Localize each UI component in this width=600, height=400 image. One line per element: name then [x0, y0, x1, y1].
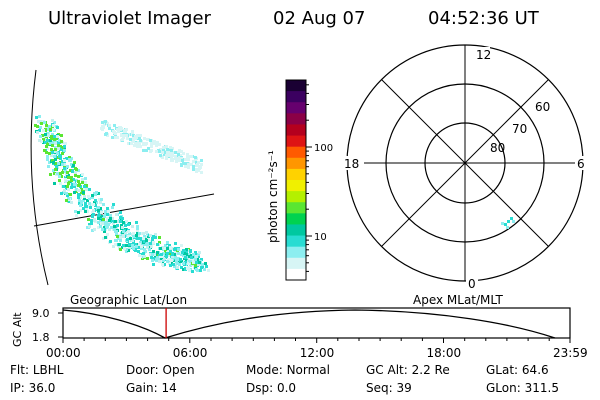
timeline-frame [62, 307, 571, 339]
colorbar-tick-label: 10 [314, 232, 327, 243]
observation-time: 04:52:36 UT [428, 8, 539, 29]
colorbar-frame [285, 79, 307, 281]
timeline-tick-label: 12:00 [300, 346, 335, 360]
mlt-label-12: 12 [476, 48, 491, 62]
mlt-label-0: 0 [468, 277, 476, 291]
glon-value: 311.5 [524, 381, 559, 395]
dsp-value: 0.0 [276, 381, 297, 395]
timeline-tick-label: 00:00 [46, 346, 81, 360]
flt-value: LBHL [32, 363, 64, 377]
lat-label-60: 60 [535, 100, 550, 114]
gain-value: 14 [161, 381, 177, 395]
flt-label: Flt: [10, 363, 29, 377]
seq-label: Seq: [366, 381, 393, 395]
colorbar-gradient [286, 80, 306, 281]
gc-alt-value: 2.2 Re [411, 363, 450, 377]
timeline-ymin: 1.8 [32, 331, 50, 344]
auroral-image [30, 69, 215, 286]
timeline-label-apex: Apex MLat/MLT [413, 293, 503, 307]
colorbar-tick-label: 100 [314, 143, 333, 154]
instrument-title: Ultraviolet Imager [48, 8, 211, 29]
mode-value: Normal [286, 363, 330, 377]
polar-plot: 12 6 0 18 60 70 80 [342, 44, 589, 291]
timeline-xticks: 00:00 06:00 12:00 18:00 23:59 [46, 338, 588, 360]
colorbar-ticks: 100 10 [306, 84, 333, 272]
door-value: Open [162, 363, 195, 377]
timeline-yaxis-title: GC Alt [11, 312, 24, 347]
timeline-tick-label: 18:00 [427, 346, 462, 360]
mlt-label-18: 18 [344, 157, 359, 171]
gc-alt-label: GC Alt: [366, 363, 408, 377]
glat-label: GLat: [486, 363, 519, 377]
door-label: Door: [126, 363, 159, 377]
altitude-curve [62, 309, 556, 339]
lat-label-70: 70 [512, 122, 527, 136]
colorbar-label: photon cm⁻²s⁻¹ [266, 150, 280, 243]
timeline-ymax: 9.0 [32, 307, 50, 320]
mlt-label-6: 6 [577, 157, 585, 171]
ip-label: IP: [10, 381, 25, 395]
seq-value: 39 [396, 381, 412, 395]
glat-value: 64.6 [521, 363, 549, 377]
dsp-label: Dsp: [246, 381, 274, 395]
limb-edge [30, 69, 49, 286]
auroral-oval [34, 115, 210, 273]
altitude-timeline: Geographic Lat/Lon Apex MLat/MLT GC Alt … [11, 293, 588, 360]
timeline-tick-label: 23:59 [553, 346, 588, 360]
glon-label: GLon: [486, 381, 521, 395]
observation-date: 02 Aug 07 [273, 8, 366, 29]
timeline-label-geographic: Geographic Lat/Lon [70, 293, 187, 307]
colorbar: 100 10 photon cm⁻²s⁻¹ [266, 79, 333, 281]
mode-label: Mode: [246, 363, 283, 377]
gain-label: Gain: [126, 381, 158, 395]
polar-diagonal-b [381, 79, 549, 247]
geo-grid-line [33, 193, 215, 227]
lat-label-80: 80 [490, 141, 505, 155]
ip-value: 36.0 [28, 381, 56, 395]
timeline-tick-label: 06:00 [173, 346, 208, 360]
